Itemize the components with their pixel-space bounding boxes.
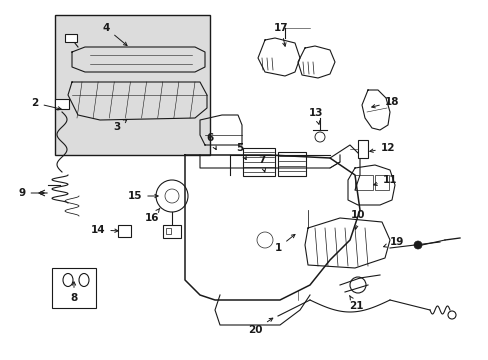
Bar [243,148,274,176]
Text: 3: 3 [113,120,127,132]
Bar [163,225,181,238]
Circle shape [413,241,421,249]
Ellipse shape [63,274,73,287]
Text: 9: 9 [19,188,44,198]
Text: 8: 8 [70,282,78,303]
Text: 20: 20 [247,318,272,335]
Text: 10: 10 [350,210,365,229]
Text: 21: 21 [348,296,363,311]
Text: 14: 14 [90,225,118,235]
Text: 19: 19 [383,237,404,247]
Text: 17: 17 [273,23,288,46]
Bar [55,99,69,109]
Text: 18: 18 [371,97,398,108]
Text: 16: 16 [144,208,160,223]
Text: 2: 2 [31,98,61,110]
Bar [65,34,77,42]
Text: 1: 1 [274,234,294,253]
Bar [374,175,388,190]
Text: 4: 4 [102,23,127,45]
Bar [165,228,171,234]
Text: 12: 12 [369,143,394,153]
Bar [354,175,372,190]
Ellipse shape [79,274,89,287]
Bar [55,15,209,155]
Bar [278,152,305,176]
Text: 6: 6 [206,133,216,150]
Bar [52,268,96,308]
Text: 13: 13 [308,108,323,124]
Bar [357,140,367,158]
Text: 5: 5 [236,143,245,159]
Text: 11: 11 [373,175,396,185]
Text: 7: 7 [258,155,265,172]
Bar [118,225,131,237]
Text: 15: 15 [127,191,158,201]
